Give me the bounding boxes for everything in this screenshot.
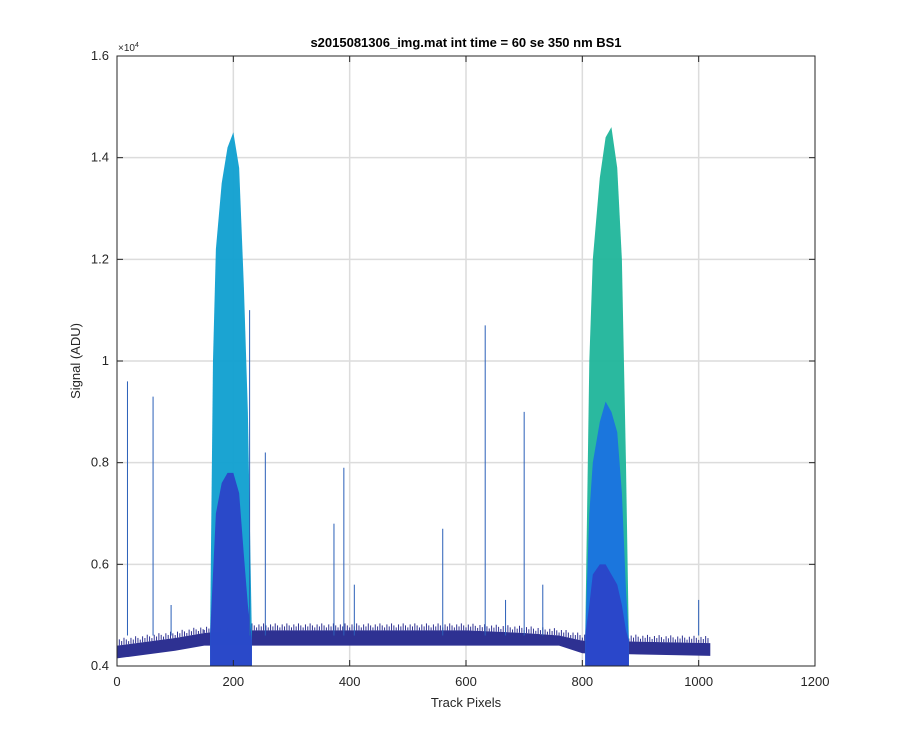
y-tick-label: 1.4 xyxy=(91,150,109,165)
y-tick-label: 1.2 xyxy=(91,251,109,266)
x-tick-label: 200 xyxy=(222,674,244,689)
baseline-band xyxy=(117,630,711,659)
y-tick-label: 0.4 xyxy=(91,658,109,673)
y-exponent-label: ×104 xyxy=(118,42,139,54)
x-axis-ticks: 0 200 400 600 800 1000 1200 xyxy=(113,56,829,689)
chart-title: s2015081306_img.mat int time = 60 se 350… xyxy=(310,35,621,50)
x-tick-label: 1000 xyxy=(684,674,713,689)
y-tick-label: 0.8 xyxy=(91,455,109,470)
x-tick-label: 1200 xyxy=(801,674,830,689)
x-axis-label: Track Pixels xyxy=(431,695,502,710)
y-tick-label: 1.6 xyxy=(91,48,109,63)
y-tick-label: 0.6 xyxy=(91,556,109,571)
x-tick-label: 800 xyxy=(571,674,593,689)
peak-2-envelope xyxy=(585,564,629,666)
x-tick-label: 0 xyxy=(113,674,120,689)
peak-1-envelope xyxy=(210,472,252,666)
y-axis-ticks: 0.4 0.6 0.8 1 1.2 1.4 1.6 xyxy=(91,48,815,673)
x-tick-label: 600 xyxy=(455,674,477,689)
x-tick-label: 400 xyxy=(339,674,361,689)
y-tick-label: 1 xyxy=(102,353,109,368)
y-axis-label: Signal (ADU) xyxy=(68,323,83,399)
plot-area xyxy=(116,127,711,666)
